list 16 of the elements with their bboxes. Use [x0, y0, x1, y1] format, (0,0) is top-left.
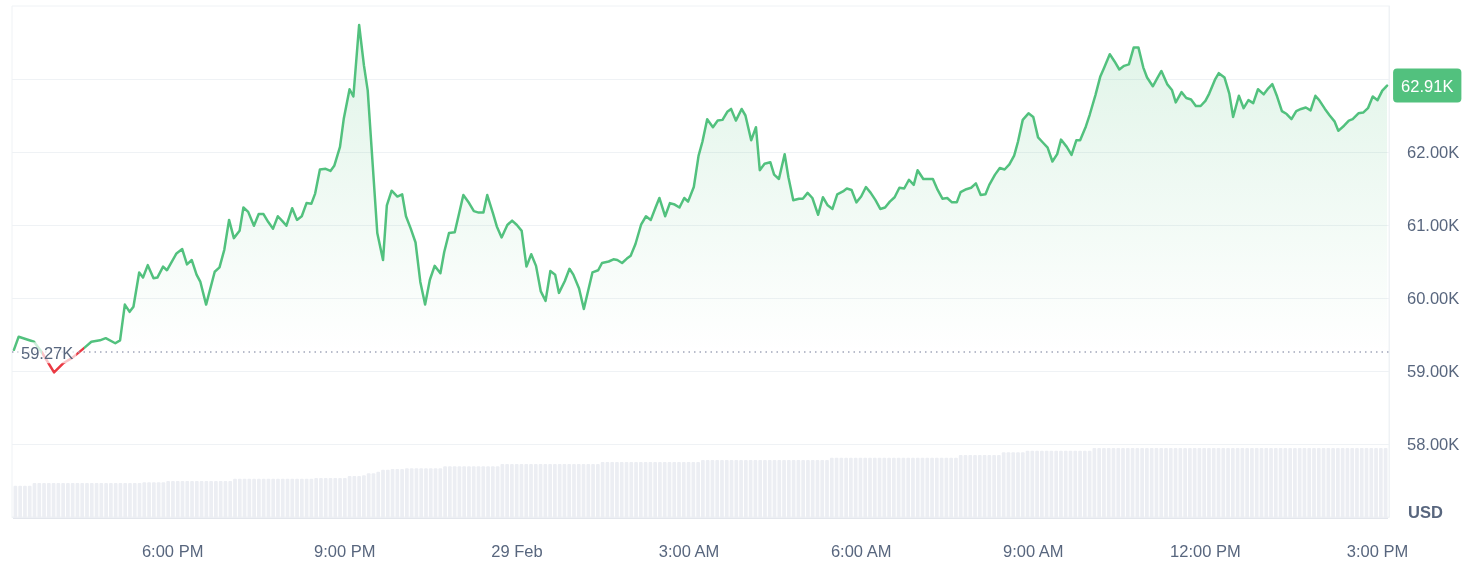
x-tick-label: 3:00 PM: [1346, 541, 1409, 560]
x-tick-label: 6:00 AM: [830, 541, 892, 560]
y-tick-label: 58.00K: [1407, 435, 1460, 453]
x-tick-label: 3:00 AM: [658, 541, 720, 560]
x-tick-label: 12:00 PM: [1170, 541, 1241, 560]
y-tick-label: 62.00K: [1407, 143, 1460, 161]
x-tick-label: 6:00 PM: [141, 541, 204, 560]
y-tick-label: 61.00K: [1407, 216, 1460, 234]
ref-line-label: 59.27K: [21, 343, 74, 362]
x-tick-label: 29 Feb: [491, 541, 543, 560]
y-tick-label: 59.00K: [1407, 362, 1460, 380]
annotation: 62.91K: [1401, 76, 1454, 95]
y-tick-label: 60.00K: [1407, 289, 1460, 307]
x-tick-label: 9:00 AM: [1003, 541, 1064, 560]
y-axis-title: USD: [1408, 503, 1443, 521]
x-tick-label: 9:00 PM: [314, 541, 376, 560]
